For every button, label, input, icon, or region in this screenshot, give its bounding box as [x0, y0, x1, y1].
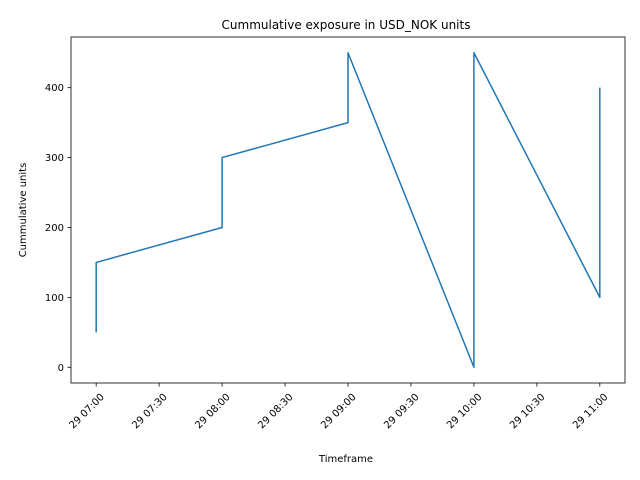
y-tick-label: 100 [45, 293, 64, 304]
plot-area [95, 51, 601, 369]
y-tick-label: 0 [58, 363, 64, 374]
axes-frame [70, 36, 626, 384]
y-tick-label: 300 [45, 153, 64, 164]
y-axis-title: Cummulative units [18, 163, 29, 258]
series-line-0 [95, 51, 601, 369]
y-axis-ticks: 0 100 200 300 400 [45, 83, 71, 374]
chart-title: Cummulative exposure in USD_NOK units [222, 18, 471, 32]
y-tick-label: 400 [45, 83, 64, 94]
y-tick-label: 200 [45, 223, 64, 234]
x-axis-title: Timeframe [318, 454, 373, 465]
